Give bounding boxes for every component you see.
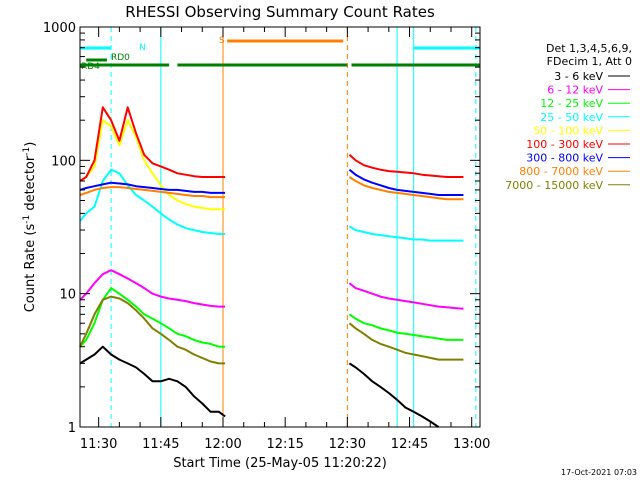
x-tick-label-3: 12:15 (266, 437, 303, 452)
marker-lines (110, 27, 477, 427)
y-tick-label-0: 1 (68, 421, 76, 436)
series-line-6-seg-1 (348, 168, 464, 196)
series-lines (79, 106, 464, 428)
flag-bars: RD4 RD0 N S (80, 36, 480, 72)
y-tick-label-2: 100 (51, 154, 76, 169)
x-tick-label-5: 12:45 (391, 437, 428, 452)
series-line-6-seg-0 (79, 181, 226, 194)
x-axis-label: Start Time (25-May-05 11:20:22) (173, 456, 387, 471)
flag-label-rd0: RD0 (111, 53, 130, 63)
flag-label-rd4: RD4 (81, 62, 100, 72)
x-axis: 11:30 11:45 12:00 12:15 12:30 12:45 13:00 (80, 27, 490, 452)
legend-entry-0: 3 - 6 keV (554, 70, 603, 83)
chart-title: RHESSI Observing Summary Count Rates (125, 3, 435, 21)
y-axis-label-mid: detector (23, 155, 38, 215)
legend-entry-6: 300 - 800 keV (526, 152, 603, 165)
series-line-5-seg-0 (79, 106, 226, 182)
series-line-5-seg-1 (348, 154, 464, 178)
y-tick-label-1: 10 (59, 288, 76, 303)
legend-header-line-2: FDecim 1, Att 0 (547, 55, 632, 68)
series-line-3-seg-1 (348, 225, 464, 242)
y-axis-label-end: ) (23, 142, 38, 147)
y-axis-label: Count Rate (s-1 detector-1) (22, 142, 38, 313)
series-line-4-seg-0 (79, 119, 226, 211)
x-tick-label-0: 11:30 (80, 437, 117, 452)
footer-timestamp: 17-Oct-2021 07:03 (561, 468, 637, 477)
legend-header-line-1: Det 1,3,4,5,6,9, (546, 42, 632, 55)
series-line-1-seg-1 (348, 282, 464, 310)
legend-entry-8: 7000 - 15000 keV (505, 179, 603, 192)
flag-label-n: N (139, 43, 146, 53)
y-axis: 1 10 100 1000 (43, 21, 480, 436)
y-axis-label-sup1: -1 (22, 215, 32, 224)
legend-entry-5: 100 - 300 keV (526, 138, 603, 151)
series-line-7-seg-1 (348, 176, 464, 201)
x-tick-label-2: 12:00 (204, 437, 241, 452)
legend-entry-2: 12 - 25 keV (540, 97, 603, 110)
flag-label-s: S (219, 36, 225, 46)
y-axis-label-main: Count Rate (s (23, 224, 38, 313)
series-line-8-seg-1 (348, 322, 464, 361)
series-line-8-seg-0 (79, 295, 226, 365)
x-tick-label-4: 12:30 (329, 437, 366, 452)
legend-entry-1: 6 - 12 keV (547, 84, 603, 97)
series-line-0-seg-0 (79, 345, 226, 418)
series-line-7-seg-0 (79, 186, 226, 199)
series-line-0-seg-1 (348, 362, 440, 428)
legend-entry-7: 800 - 7000 keV (519, 165, 603, 178)
y-tick-label-3: 1000 (43, 21, 76, 36)
legend: Det 1,3,4,5,6,9, FDecim 1, Att 0 3 - 6 k… (505, 42, 632, 192)
series-line-1-seg-0 (79, 269, 226, 308)
legend-entry-4: 50 - 100 keV (533, 124, 603, 137)
legend-entry-3: 25 - 50 keV (540, 111, 603, 124)
y-axis-label-sup2: -1 (22, 147, 32, 156)
x-tick-label-1: 11:45 (142, 437, 179, 452)
series-line-3-seg-0 (79, 168, 226, 235)
x-tick-label-6: 13:00 (453, 437, 490, 452)
series-line-2-seg-1 (348, 313, 464, 341)
plot-frame (79, 26, 481, 428)
